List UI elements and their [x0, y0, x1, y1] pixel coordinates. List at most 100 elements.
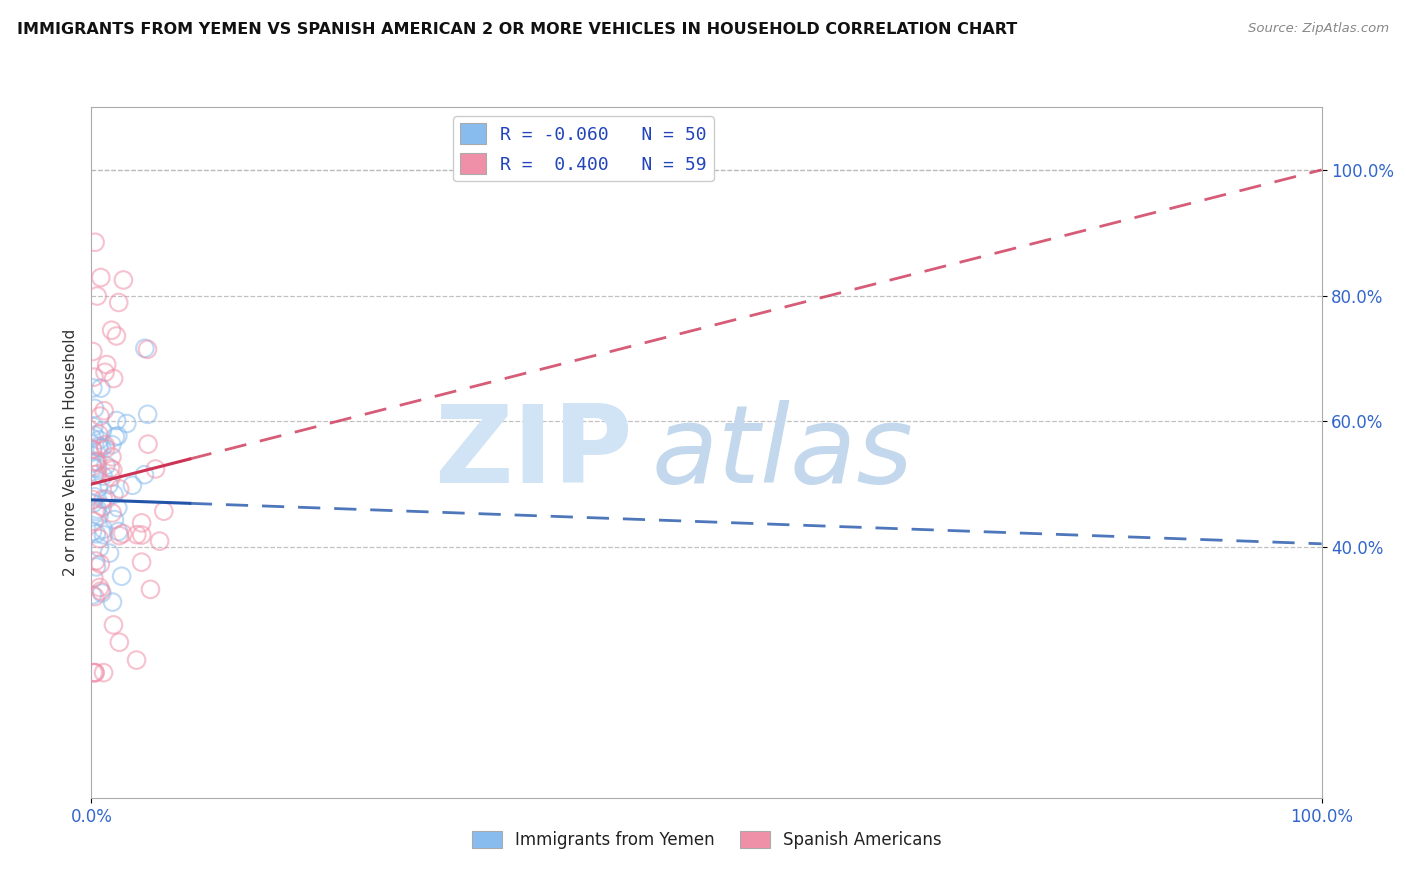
Text: IMMIGRANTS FROM YEMEN VS SPANISH AMERICAN 2 OR MORE VEHICLES IN HOUSEHOLD CORREL: IMMIGRANTS FROM YEMEN VS SPANISH AMERICA… — [17, 22, 1017, 37]
Point — [83, 590, 105, 604]
Point — [104, 430, 127, 444]
Point — [83, 514, 105, 528]
Point — [111, 569, 134, 583]
Point — [115, 417, 138, 431]
Point — [90, 441, 112, 455]
Point — [82, 442, 104, 457]
Point — [101, 463, 124, 477]
Point — [84, 235, 107, 250]
Point — [108, 635, 131, 649]
Point — [90, 586, 112, 600]
Point — [82, 461, 104, 475]
Point — [108, 528, 131, 542]
Point — [82, 381, 104, 395]
Point — [103, 618, 125, 632]
Point — [98, 546, 121, 560]
Point — [96, 492, 118, 507]
Point — [80, 431, 103, 445]
Point — [80, 456, 103, 470]
Point — [93, 522, 115, 536]
Point — [136, 437, 159, 451]
Point — [101, 595, 124, 609]
Point — [83, 467, 105, 482]
Point — [84, 665, 107, 680]
Point — [101, 506, 124, 520]
Point — [153, 504, 176, 518]
Text: atlas: atlas — [651, 401, 912, 505]
Point — [131, 516, 153, 530]
Point — [89, 557, 111, 571]
Point — [83, 370, 105, 384]
Point — [82, 524, 104, 539]
Point — [86, 454, 108, 468]
Point — [91, 527, 114, 541]
Text: ZIP: ZIP — [434, 400, 633, 506]
Point — [82, 442, 104, 457]
Point — [91, 492, 114, 507]
Point — [82, 665, 104, 680]
Point — [86, 560, 108, 574]
Point — [91, 469, 114, 483]
Point — [93, 403, 115, 417]
Point — [94, 442, 117, 456]
Point — [89, 541, 111, 555]
Point — [111, 526, 134, 541]
Point — [145, 462, 167, 476]
Point — [98, 477, 121, 491]
Point — [90, 584, 112, 599]
Point — [87, 427, 110, 442]
Point — [93, 665, 115, 680]
Point — [103, 371, 125, 385]
Point — [136, 407, 159, 421]
Legend: Immigrants from Yemen, Spanish Americans: Immigrants from Yemen, Spanish Americans — [465, 824, 948, 855]
Point — [103, 487, 125, 501]
Point — [83, 401, 105, 416]
Point — [134, 341, 156, 355]
Point — [82, 588, 104, 602]
Point — [90, 381, 112, 395]
Point — [86, 461, 108, 475]
Point — [84, 554, 107, 568]
Point — [94, 438, 117, 452]
Point — [94, 365, 117, 379]
Point — [101, 438, 124, 452]
Point — [89, 441, 111, 455]
Point — [86, 289, 108, 303]
Point — [134, 467, 156, 482]
Point — [91, 424, 114, 438]
Point — [87, 481, 110, 495]
Point — [84, 454, 107, 468]
Point — [107, 429, 129, 443]
Point — [96, 358, 118, 372]
Point — [149, 534, 172, 549]
Point — [86, 502, 108, 516]
Point — [84, 665, 107, 680]
Point — [89, 581, 111, 595]
Point — [84, 455, 107, 469]
Point — [112, 273, 135, 287]
Point — [108, 482, 131, 496]
Point — [83, 419, 105, 434]
Point — [105, 413, 128, 427]
Point — [89, 532, 111, 546]
Text: Source: ZipAtlas.com: Source: ZipAtlas.com — [1249, 22, 1389, 36]
Point — [121, 478, 143, 492]
Point — [136, 343, 159, 357]
Point — [83, 428, 105, 442]
Point — [131, 555, 153, 569]
Point — [83, 490, 105, 504]
Point — [86, 467, 108, 481]
Point — [103, 512, 125, 526]
Point — [101, 450, 124, 464]
Point — [83, 571, 105, 585]
Point — [89, 409, 111, 423]
Point — [139, 582, 162, 597]
Point — [94, 458, 117, 473]
Point — [125, 653, 148, 667]
Point — [105, 329, 128, 343]
Point — [84, 526, 107, 541]
Point — [82, 459, 104, 474]
Point — [107, 500, 129, 515]
Point — [87, 508, 110, 523]
Point — [91, 500, 114, 514]
